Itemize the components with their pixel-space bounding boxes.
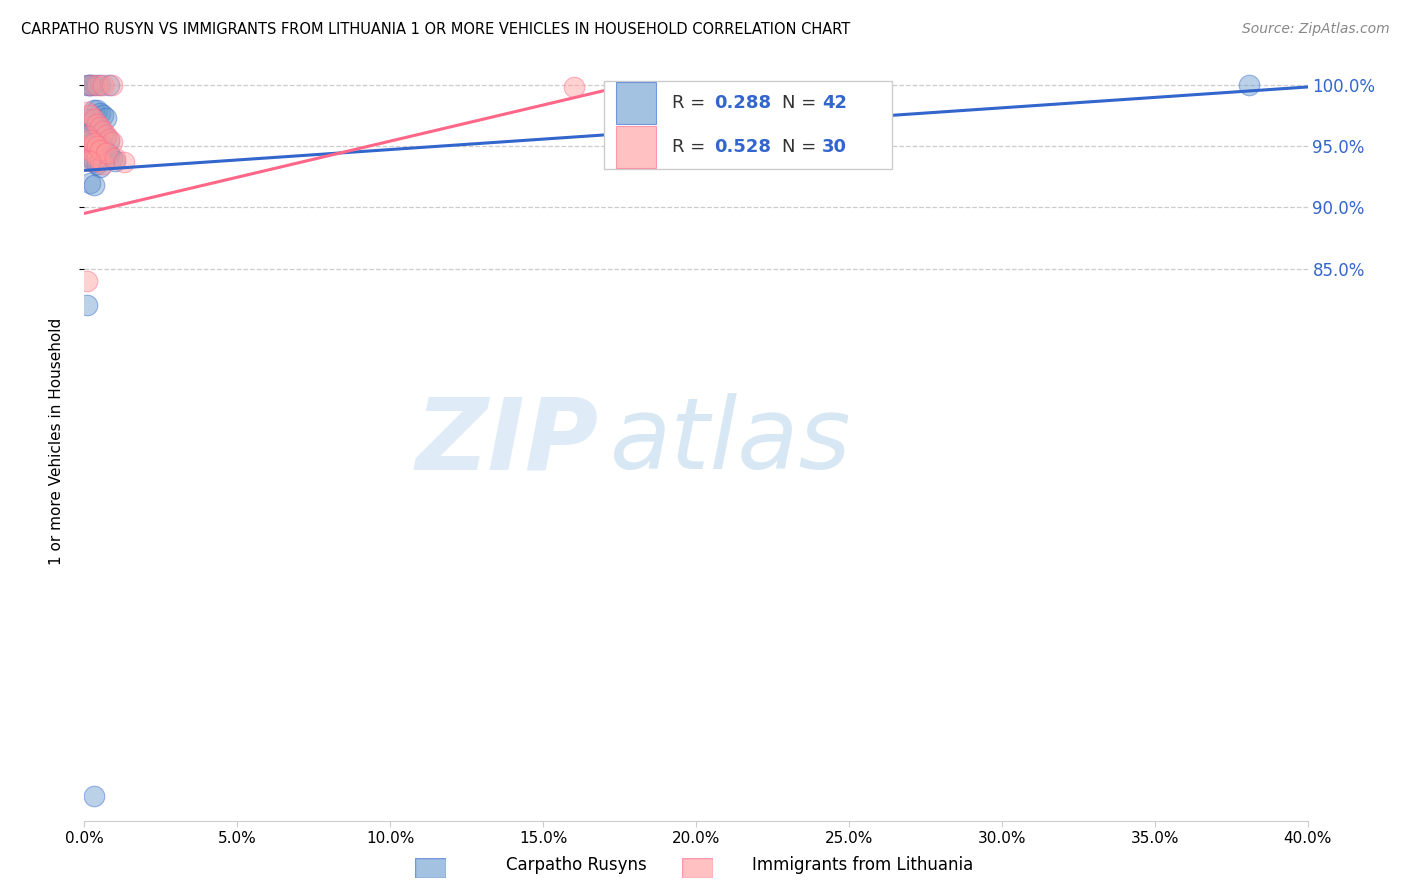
Point <box>76 78 98 92</box>
Point <box>94 146 117 161</box>
Point <box>101 78 124 92</box>
Point <box>104 151 127 165</box>
Point <box>83 145 105 159</box>
Point <box>89 160 111 174</box>
Point <box>104 153 127 168</box>
Point <box>79 143 101 157</box>
Point <box>76 298 98 312</box>
Point <box>97 147 120 161</box>
Point <box>79 129 101 144</box>
FancyBboxPatch shape <box>616 126 655 168</box>
Point <box>83 133 105 147</box>
Text: 0.528: 0.528 <box>714 137 772 156</box>
Point <box>76 127 98 141</box>
Text: 0.288: 0.288 <box>714 95 772 112</box>
Point <box>79 108 101 122</box>
Point <box>97 131 120 145</box>
Point <box>83 112 105 126</box>
Point <box>112 154 135 169</box>
Text: N =: N = <box>782 95 821 112</box>
Point <box>76 274 98 288</box>
Point <box>83 146 105 161</box>
FancyBboxPatch shape <box>616 82 655 124</box>
Text: CARPATHO RUSYN VS IMMIGRANTS FROM LITHUANIA 1 OR MORE VEHICLES IN HOUSEHOLD CORR: CARPATHO RUSYN VS IMMIGRANTS FROM LITHUA… <box>21 22 851 37</box>
Point <box>89 143 111 157</box>
Point <box>562 80 585 95</box>
Point <box>97 78 120 92</box>
Text: atlas: atlas <box>610 393 852 490</box>
Point <box>83 789 105 803</box>
Point <box>83 118 105 132</box>
Point <box>86 103 108 118</box>
Point <box>89 153 111 168</box>
Point <box>91 157 114 171</box>
Point <box>79 78 101 92</box>
Point <box>86 150 108 164</box>
Point <box>79 151 101 165</box>
Point <box>101 151 124 165</box>
Point <box>86 139 108 153</box>
FancyBboxPatch shape <box>605 81 891 169</box>
Point <box>94 111 117 125</box>
Point <box>79 176 101 190</box>
Point <box>76 112 98 126</box>
Point <box>86 117 108 131</box>
Point <box>83 154 105 169</box>
Point <box>86 157 108 171</box>
Point <box>91 78 114 92</box>
Point <box>94 130 117 145</box>
Point <box>91 124 114 138</box>
Text: Source: ZipAtlas.com: Source: ZipAtlas.com <box>1241 22 1389 37</box>
Point <box>79 141 101 155</box>
Point <box>83 136 105 151</box>
Text: ZIP: ZIP <box>415 393 598 490</box>
Point <box>94 145 117 159</box>
Point <box>79 133 101 147</box>
Text: N =: N = <box>782 137 821 156</box>
Text: Immigrants from Lithuania: Immigrants from Lithuania <box>752 856 973 874</box>
Point <box>76 140 98 154</box>
Text: R =: R = <box>672 95 710 112</box>
Text: 42: 42 <box>823 95 846 112</box>
Point <box>76 129 98 144</box>
Point <box>86 78 108 92</box>
Point <box>86 120 108 135</box>
Point <box>76 149 98 163</box>
Point <box>1239 78 1261 92</box>
Point <box>89 139 111 153</box>
Text: 30: 30 <box>823 137 846 156</box>
Point <box>89 105 111 120</box>
Point <box>91 127 114 141</box>
Point <box>97 134 120 148</box>
Text: R =: R = <box>672 137 710 156</box>
Point <box>91 108 114 122</box>
Point <box>76 104 98 119</box>
Y-axis label: 1 or more Vehicles in Household: 1 or more Vehicles in Household <box>49 318 63 566</box>
Text: Carpatho Rusyns: Carpatho Rusyns <box>506 856 647 874</box>
Point <box>83 78 105 92</box>
Point <box>94 128 117 142</box>
Point <box>79 78 101 92</box>
Point <box>79 115 101 129</box>
Point <box>79 153 101 168</box>
Point <box>101 135 124 149</box>
Point <box>86 135 108 149</box>
Point <box>83 178 105 193</box>
Point <box>76 137 98 152</box>
Point <box>89 78 111 92</box>
Point <box>89 120 111 135</box>
Point <box>91 141 114 155</box>
Point <box>89 123 111 137</box>
Point <box>83 103 105 118</box>
Point <box>79 78 101 92</box>
